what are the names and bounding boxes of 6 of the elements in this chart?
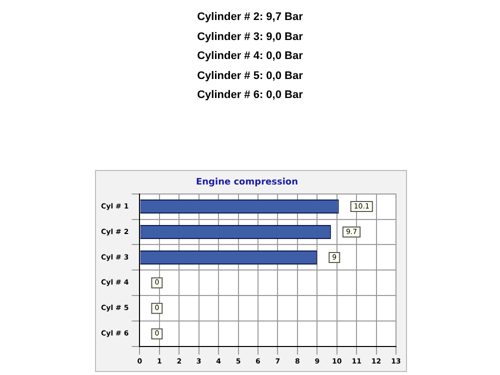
text: Cylinder # 4: 0,0 Bar [196,49,304,64]
text: Cylinder # 2: 9,7 Bar [196,10,304,25]
text: Cylinder # 6: 0,0 Bar [196,88,304,103]
chart-title: Engine compression [196,178,298,188]
text: Cylinder # 3: 9,0 Bar [196,30,304,44]
text: Cylinder # 5: 0,0 Bar [196,68,304,84]
